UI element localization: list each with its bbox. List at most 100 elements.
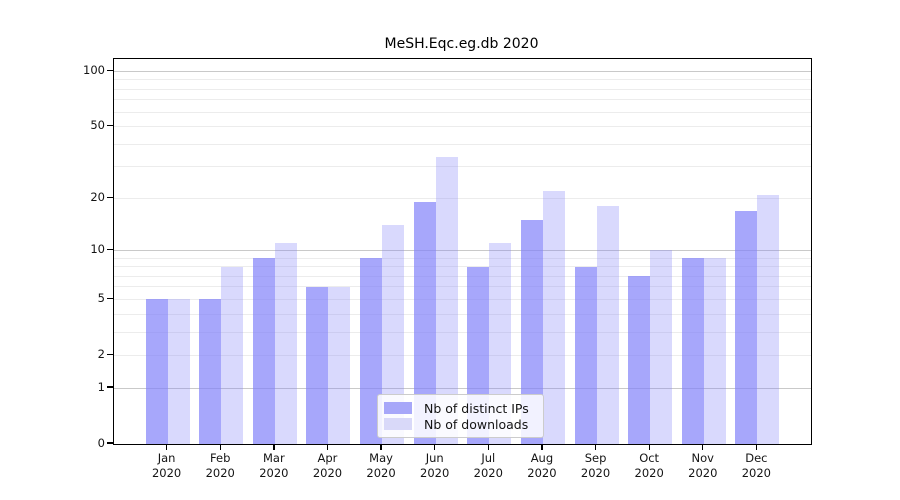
plot-area: Nb of distinct IPs Nb of downloads <box>113 58 812 445</box>
x-tick-month: Dec <box>745 451 768 465</box>
bar-distinct-ips-aug <box>520 220 543 444</box>
x-tick-label: May 2020 <box>346 451 416 480</box>
y-tick-mark <box>107 69 113 72</box>
gridline-major <box>114 71 811 73</box>
gridline-minor <box>114 79 811 81</box>
y-tick-mark <box>107 353 113 356</box>
gridline-minor <box>114 126 811 128</box>
x-tick-year: 2020 <box>151 465 182 480</box>
x-tick-label: Feb 2020 <box>185 451 255 480</box>
x-tick-year: 2020 <box>366 465 396 480</box>
bar-downloads-aug <box>542 190 565 444</box>
gridline-major <box>114 249 811 251</box>
x-tick-year: 2020 <box>259 465 289 480</box>
x-tick-mark <box>648 444 650 450</box>
x-tick-label: Dec 2020 <box>721 451 791 480</box>
gridline-minor <box>114 286 811 288</box>
x-tick-label: Jul 2020 <box>453 451 523 480</box>
x-tick-year: 2020 <box>634 465 664 480</box>
y-tick-mark <box>107 297 113 300</box>
y-tick-mark <box>107 386 113 388</box>
x-tick-label: Sep 2020 <box>561 451 631 480</box>
y-tick-mark <box>107 248 113 251</box>
x-tick-mark <box>219 444 221 450</box>
bar-distinct-ips-mar <box>252 258 275 444</box>
bar-distinct-ips-jun <box>413 202 436 444</box>
x-tick-month: May <box>369 451 393 465</box>
bar-downloads-oct <box>650 250 673 444</box>
x-tick-label: Apr 2020 <box>292 451 362 480</box>
x-tick-label: Nov 2020 <box>668 451 738 480</box>
y-tick-mark <box>107 442 113 444</box>
bar-downloads-sep <box>596 206 619 444</box>
x-tick-year: 2020 <box>205 465 235 480</box>
x-tick-mark <box>434 444 436 450</box>
legend-label: Nb of downloads <box>424 416 529 432</box>
bar-distinct-ips-sep <box>574 266 597 444</box>
bar-distinct-ips-dec <box>735 210 758 444</box>
bar-downloads-mar <box>274 243 297 444</box>
bar-distinct-ips-apr <box>306 286 329 444</box>
legend-swatch-downloads <box>384 418 412 430</box>
x-tick-mark <box>326 444 329 450</box>
x-tick-year: 2020 <box>312 465 343 480</box>
x-tick-year: 2020 <box>527 465 557 480</box>
x-tick-month: Mar <box>262 451 285 465</box>
legend-label: Nb of distinct IPs <box>424 400 529 416</box>
x-tick-month: Jan <box>157 451 176 465</box>
gridline-minor <box>114 111 811 113</box>
x-tick-label: Jun 2020 <box>400 451 470 480</box>
gridline-minor <box>114 166 811 168</box>
bar-downloads-jan <box>167 299 190 444</box>
x-tick-label: Aug 2020 <box>507 451 577 480</box>
gridline-minor <box>114 266 811 268</box>
gridline-minor <box>114 143 811 145</box>
bar-downloads-apr <box>328 286 351 444</box>
bar-downloads-jul <box>489 243 512 444</box>
gridline-minor <box>114 354 811 356</box>
x-tick-label: Jan 2020 <box>132 451 202 480</box>
legend: Nb of distinct IPs Nb of downloads <box>377 394 544 438</box>
gridline-minor <box>114 197 811 199</box>
gridline-minor <box>114 257 811 259</box>
y-tick-label: 0 <box>97 435 105 450</box>
x-tick-label: Oct 2020 <box>614 451 684 480</box>
bar-downloads-nov <box>703 258 726 444</box>
x-tick-mark <box>594 444 597 450</box>
x-tick-mark <box>541 444 543 450</box>
x-tick-month: Sep <box>584 451 607 465</box>
x-tick-year: 2020 <box>580 465 611 480</box>
legend-item: Nb of downloads <box>384 416 535 432</box>
x-tick-month: Jun <box>425 451 444 465</box>
y-tick-mark <box>107 196 113 198</box>
x-tick-month: Apr <box>317 451 338 465</box>
gridline-minor <box>114 331 811 333</box>
chart-title: MeSH.Eqc.eg.db 2020 <box>384 36 539 52</box>
y-tick-label: 20 <box>90 189 105 204</box>
y-tick-label: 100 <box>83 63 105 78</box>
gridline-minor <box>114 88 811 90</box>
x-tick-month: Nov <box>691 451 714 465</box>
y-tick-label: 2 <box>97 346 105 361</box>
bar-distinct-ips-oct <box>628 276 651 444</box>
y-tick-label: 5 <box>97 290 105 305</box>
bar-distinct-ips-feb <box>199 299 222 444</box>
x-tick-mark <box>755 444 758 450</box>
x-tick-year: 2020 <box>688 465 718 480</box>
gridline-minor <box>114 275 811 277</box>
gridline-minor <box>114 298 811 300</box>
x-tick-mark <box>273 444 275 450</box>
y-tick-label: 10 <box>90 241 105 256</box>
bar-downloads-feb <box>221 266 244 444</box>
x-tick-month: Feb <box>210 451 231 465</box>
x-tick-year: 2020 <box>473 465 503 480</box>
bar-downloads-dec <box>757 194 780 444</box>
y-tick-label: 50 <box>90 118 105 133</box>
legend-item: Nb of distinct IPs <box>384 400 535 416</box>
gridline-minor <box>114 99 811 101</box>
gridline-minor <box>114 313 811 315</box>
x-tick-month: Aug <box>530 451 554 465</box>
x-tick-mark <box>487 444 489 450</box>
x-tick-mark <box>380 444 382 450</box>
